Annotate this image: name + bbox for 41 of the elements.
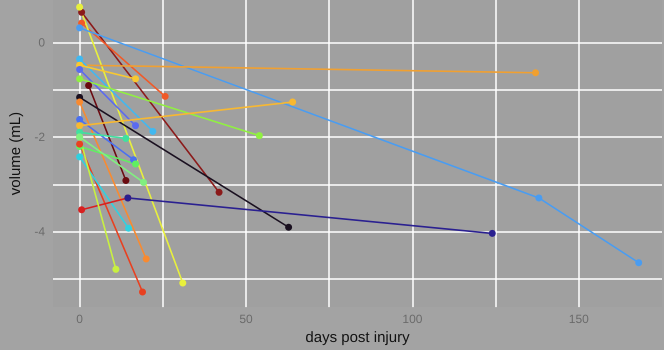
point — [112, 266, 120, 273]
point — [76, 122, 84, 130]
x-axis-title: days post injury — [305, 329, 410, 346]
point — [488, 230, 496, 237]
point — [179, 280, 186, 287]
point — [125, 224, 132, 232]
point — [256, 132, 263, 140]
point — [76, 75, 84, 82]
y-tick-label: -2 — [34, 130, 46, 144]
point — [149, 128, 156, 135]
point — [289, 98, 296, 106]
point — [535, 194, 542, 202]
point — [85, 82, 92, 90]
point — [76, 98, 84, 106]
point — [122, 134, 130, 142]
point — [285, 224, 292, 231]
point — [76, 153, 84, 160]
y-tick-label: 0 — [38, 36, 46, 50]
point — [132, 160, 140, 168]
point — [532, 69, 540, 76]
point — [140, 178, 148, 186]
y-axis-title: volume (mL) — [7, 112, 24, 196]
point — [162, 92, 169, 100]
point — [132, 122, 140, 130]
x-tick-label: 100 — [402, 312, 423, 326]
point — [78, 206, 86, 214]
point — [132, 75, 140, 82]
point — [76, 4, 84, 11]
x-tick-label: 0 — [76, 312, 84, 326]
x-tick-label: 150 — [568, 312, 590, 326]
point — [76, 116, 84, 124]
point — [76, 66, 84, 73]
x-tick-label: 50 — [239, 312, 254, 326]
y-tick-label: -4 — [34, 224, 46, 239]
point — [122, 176, 130, 184]
point — [76, 24, 84, 32]
point — [142, 255, 150, 262]
point — [139, 288, 146, 296]
point — [216, 188, 223, 196]
point — [635, 259, 642, 266]
point — [76, 56, 84, 63]
